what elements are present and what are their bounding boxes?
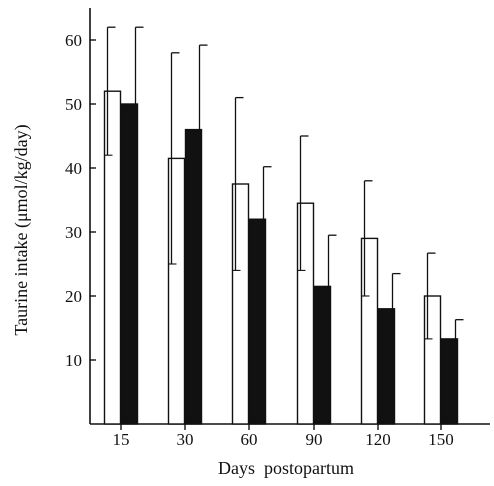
bar-open xyxy=(360,237,379,425)
y-tick-label: 10 xyxy=(65,351,82,370)
y-tick-label: 50 xyxy=(65,95,82,114)
x-tick-label: 15 xyxy=(113,430,130,449)
axes xyxy=(89,8,490,425)
y-axis-label: Taurine intake (μmol/kg/day) xyxy=(11,124,32,335)
bar-open xyxy=(231,183,250,425)
bar-filled xyxy=(248,218,267,425)
y-tick-label: 60 xyxy=(65,31,82,50)
x-tick-label: 30 xyxy=(177,430,194,449)
bar-open xyxy=(423,295,442,425)
y-tick-label: 20 xyxy=(65,287,82,306)
bar-filled xyxy=(377,308,396,425)
bar-open xyxy=(296,202,315,425)
x-axis-label: Days postopartum xyxy=(218,458,354,478)
y-tick-label: 30 xyxy=(65,223,82,242)
x-tick-label: 150 xyxy=(428,430,454,449)
bar-open xyxy=(167,157,186,425)
bar-filled xyxy=(440,338,459,425)
bar-filled xyxy=(184,128,203,425)
x-tick-label: 60 xyxy=(241,430,258,449)
y-tick-label: 40 xyxy=(65,159,82,178)
x-ticks: 15 30 60 90 120 150 xyxy=(113,424,454,449)
bar-open xyxy=(103,90,122,425)
bar-filled xyxy=(120,103,139,425)
error-bars xyxy=(104,26,464,340)
x-tick-label: 120 xyxy=(365,430,391,449)
bars xyxy=(103,90,459,425)
x-tick-label: 90 xyxy=(306,430,323,449)
bar-filled xyxy=(313,285,332,425)
y-ticks: 10 20 30 40 50 60 xyxy=(65,31,96,370)
